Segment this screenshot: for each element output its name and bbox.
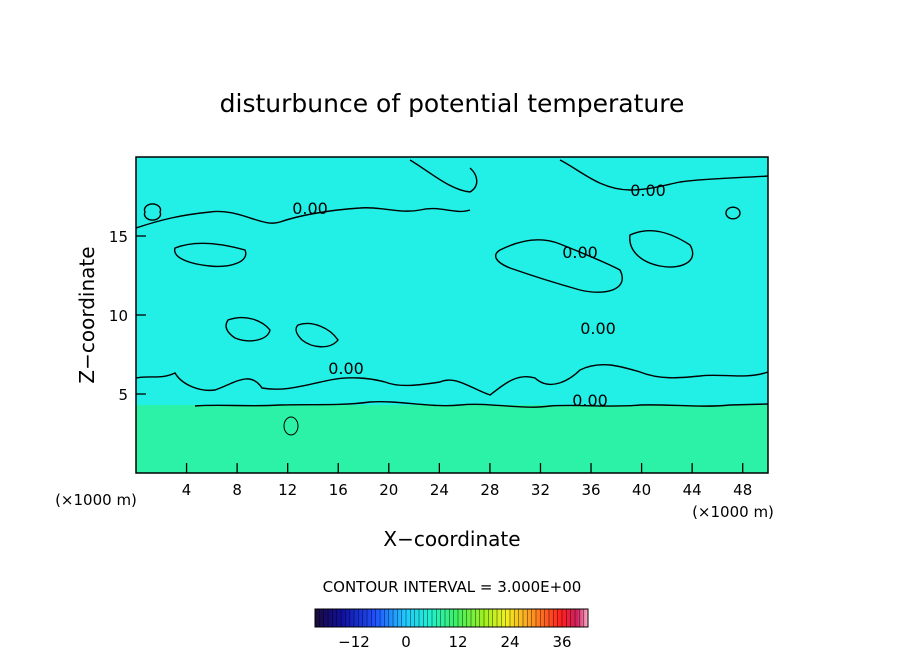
colorbar-segments: [319, 609, 584, 627]
x-tick-label-1: 8: [232, 481, 242, 499]
x-tick-label-3: 16: [329, 481, 348, 499]
contour-label-3: 0.00: [580, 319, 616, 338]
contour-line-left-cell: [225, 316, 271, 342]
x-tick-label-7: 32: [531, 481, 550, 499]
plot-area: [136, 157, 768, 473]
x-tick-label-5: 24: [430, 481, 449, 499]
contour-line-right-cell: [629, 230, 694, 268]
contour-line-left-ring: [143, 203, 162, 221]
x-tick-label-0: 4: [182, 481, 192, 499]
colorbar: −12 0 12 24 36: [314, 608, 589, 651]
x-unit-left: (×1000 m): [55, 491, 137, 509]
x-tick-label-10: 44: [683, 481, 702, 499]
contour-interval-label: CONTOUR INTERVAL = 3.000E+00: [323, 578, 582, 596]
contour-lines: [136, 159, 768, 436]
colorbar-tick-label-0: −12: [338, 633, 370, 651]
colorbar-ticks: −12 0 12 24 36: [338, 633, 571, 651]
contour-label-5: 0.00: [630, 181, 666, 200]
contour-label-2: 0.00: [562, 243, 598, 262]
x-tick-label-2: 12: [278, 481, 297, 499]
contour-line-base: [194, 400, 768, 408]
contour-line-right-ring: [725, 206, 741, 220]
contour-line-mid-right: [495, 239, 623, 293]
colorbar-tick-label-2: 12: [448, 633, 467, 651]
contour-line-upper-cell: [409, 159, 478, 193]
colorbar-tick-label-3: 24: [500, 633, 519, 651]
y-ticks: 5 10 15: [109, 228, 146, 404]
x-ticks: 4 8 12 16 20 24 28 32 36 40 44 48: [182, 463, 752, 499]
y-axis-label: Z−coordinate: [75, 246, 99, 383]
contour-line-lower: [136, 364, 768, 396]
x-tick-label-9: 40: [632, 481, 651, 499]
contour-label-1: 0.00: [328, 359, 364, 378]
colorbar-tick-label-1: 0: [401, 633, 411, 651]
contour-line-small-cell: [283, 416, 299, 436]
x-tick-label-6: 28: [480, 481, 499, 499]
contour-line-left-top: [174, 242, 247, 268]
x-tick-label-8: 36: [581, 481, 600, 499]
contour-line-upper: [136, 206, 471, 229]
x-axis-label: X−coordinate: [383, 527, 520, 551]
x-tick-label-11: 48: [733, 481, 752, 499]
contour-label-4: 0.00: [572, 391, 608, 410]
x-unit-right: (×1000 m): [692, 503, 774, 521]
y-tick-label-2: 15: [109, 228, 128, 246]
y-tick-label-1: 10: [109, 307, 128, 325]
contour-label-0: 0.00: [292, 199, 328, 218]
contour-labels: 0.00 0.00 0.00 0.00 0.00 0.00: [292, 181, 666, 410]
contour-line-center-cell: [295, 322, 339, 348]
contour-line-top-right: [559, 159, 768, 191]
field-lower-region: [136, 405, 768, 473]
colorbar-tick-label-4: 36: [552, 633, 571, 651]
x-tick-label-4: 20: [379, 481, 398, 499]
y-tick-label-0: 5: [118, 386, 128, 404]
chart-title: disturbunce of potential temperature: [220, 89, 685, 118]
colorbar-gradient: [314, 608, 589, 628]
